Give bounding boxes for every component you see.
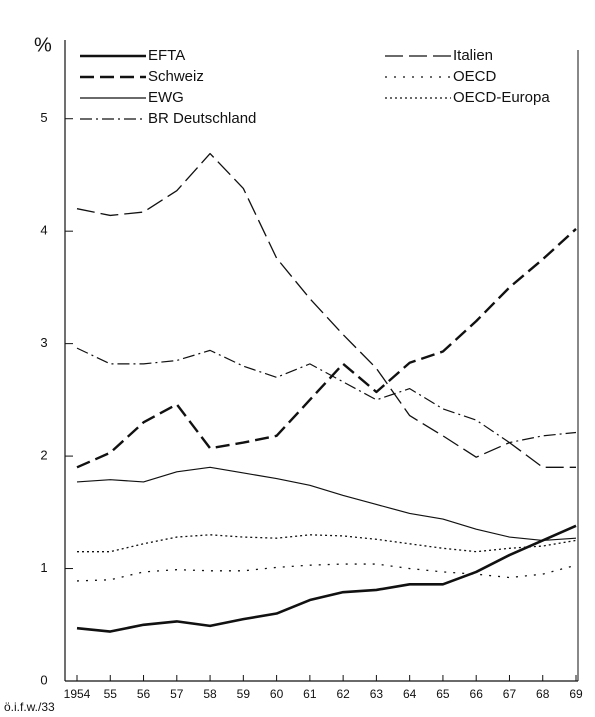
y-tick-label: 0 bbox=[40, 672, 47, 687]
series-line bbox=[76, 152, 576, 468]
x-tick-label: 64 bbox=[403, 687, 417, 701]
series-line bbox=[76, 563, 577, 582]
series-line bbox=[77, 534, 577, 553]
y-tick-label: 4 bbox=[40, 223, 47, 238]
x-tick-label: 65 bbox=[436, 687, 450, 701]
series-line bbox=[76, 524, 577, 633]
x-tick-label: 67 bbox=[503, 687, 517, 701]
y-axis-label: % bbox=[34, 34, 52, 56]
x-tick-label: 63 bbox=[370, 687, 384, 701]
x-tick-label: 55 bbox=[104, 687, 118, 701]
x-tick-label: 66 bbox=[470, 687, 484, 701]
legend-label: BR Deutschland bbox=[148, 110, 256, 127]
x-tick-label: 56 bbox=[137, 687, 151, 701]
y-tick-label: 3 bbox=[40, 335, 47, 350]
series-line bbox=[76, 228, 577, 469]
series-line bbox=[76, 347, 577, 444]
x-tick-label: 60 bbox=[270, 687, 284, 701]
x-tick-label: 58 bbox=[203, 687, 217, 701]
legend-label: EFTA bbox=[148, 47, 185, 64]
legend-label: Schweiz bbox=[148, 68, 204, 85]
y-tick-label: 2 bbox=[40, 448, 47, 463]
y-tick-label: 1 bbox=[40, 560, 47, 575]
legend-label: OECD-Europa bbox=[453, 89, 550, 106]
legend-label: Italien bbox=[453, 47, 493, 64]
x-tick-label: 57 bbox=[170, 687, 184, 701]
source-note: ö.i.f.w./33 bbox=[4, 700, 55, 714]
x-tick-label: 69 bbox=[569, 687, 583, 701]
x-tick-label: 68 bbox=[536, 687, 550, 701]
legend-label: EWG bbox=[148, 89, 184, 106]
x-tick-label: 59 bbox=[237, 687, 251, 701]
y-tick-label: 5 bbox=[40, 110, 47, 125]
series-line bbox=[76, 466, 577, 542]
x-tick-label: 62 bbox=[336, 687, 350, 701]
x-tick-label: 61 bbox=[303, 687, 317, 701]
legend-label: OECD bbox=[453, 68, 497, 85]
x-tick-label: 1954 bbox=[64, 687, 91, 701]
